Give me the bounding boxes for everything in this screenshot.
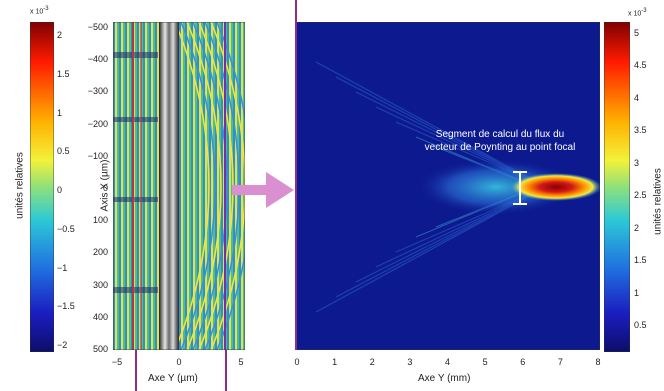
left-marker-line-2 [225,350,227,391]
left-x-tick: −5 [111,357,123,367]
right-x-tick: 2 [369,357,375,367]
right-colorbar-tick: 2.5 [634,190,647,201]
left-y-tick: 200 [92,247,108,258]
left-y-tick: 0 [102,183,108,193]
right-colorbar-label: unités relatives [652,168,664,235]
left-y-tick: 100 [92,215,108,226]
right-colorbar-tick: 1.5 [634,255,647,266]
left-y-tick: −500 [87,22,108,32]
right-colorbar-tick: 4 [634,92,640,103]
left-y-tick: 300 [92,279,108,290]
focus-field-plot [296,22,600,350]
right-colorbar-tick: 4.5 [634,60,647,71]
right-colorbar-tick: 0.5 [634,320,647,330]
left-colorbar-tick: 0.5 [57,146,70,157]
right-colorbar-tick: 1 [634,287,640,298]
right-x-tick: 3 [407,357,413,367]
left-y-tick: −300 [87,86,108,97]
right-colorbar-tick: 3.5 [634,125,647,136]
right-x-tick: 6 [520,357,526,367]
right-x-tick: 4 [444,357,451,367]
left-colorbar-exponent: x 10-3 [30,6,49,16]
arrow-icon [232,172,294,208]
left-colorbar-tick: −2 [57,340,68,350]
right-colorbar-tick: 2 [634,222,640,233]
right-left-marker-line [295,22,297,350]
left-y-tick: −200 [87,118,108,129]
left-y-tick: −100 [87,150,108,161]
right-colorbar [604,22,630,352]
left-colorbar-tick: −1 [57,262,68,273]
right-x-axis-label: Axe Y (mm) [418,373,471,384]
left-colorbar-label: unités relatives [14,152,26,219]
interference-pattern-plot [113,22,245,350]
right-colorbar-exponent: x 10-3 [628,8,647,18]
left-x-axis-label: Axe Y (µm) [148,373,198,384]
left-colorbar-tick: 0 [57,185,63,195]
right-x-tick: 0 [294,357,300,367]
annotation-line-1: Segment de calcul du flux du [435,129,565,140]
right-x-tick: 8 [595,357,601,367]
left-colorbar [30,22,54,352]
right-x-tick: 7 [557,357,563,367]
right-x-tick: 5 [482,357,488,367]
left-y-tick: −400 [87,54,108,65]
left-colorbar-tick: 1.5 [57,68,70,79]
right-top-marker-line [295,0,297,22]
right-colorbar-tick: 3 [634,157,640,168]
left-y-tick: 500 [92,344,108,354]
left-x-tick: 5 [238,357,244,367]
left-colorbar-tick: −0.5 [57,223,75,234]
annotation-text: Segment de calcul du flux du vecteur de … [400,128,600,154]
right-colorbar-tick: 5 [634,28,640,38]
left-marker-line-1 [135,350,137,391]
left-y-tick: 400 [92,311,108,322]
left-colorbar-tick: 2 [57,30,63,40]
left-y-axis-label: Axis X (µm) [99,159,111,212]
left-colorbar-tick: 1 [57,107,63,118]
right-x-tick: 1 [332,357,338,367]
left-x-tick: 0 [176,357,182,367]
left-colorbar-tick: −1.5 [57,301,75,312]
annotation-line-2: vecteur de Poynting au point focal [424,142,576,153]
